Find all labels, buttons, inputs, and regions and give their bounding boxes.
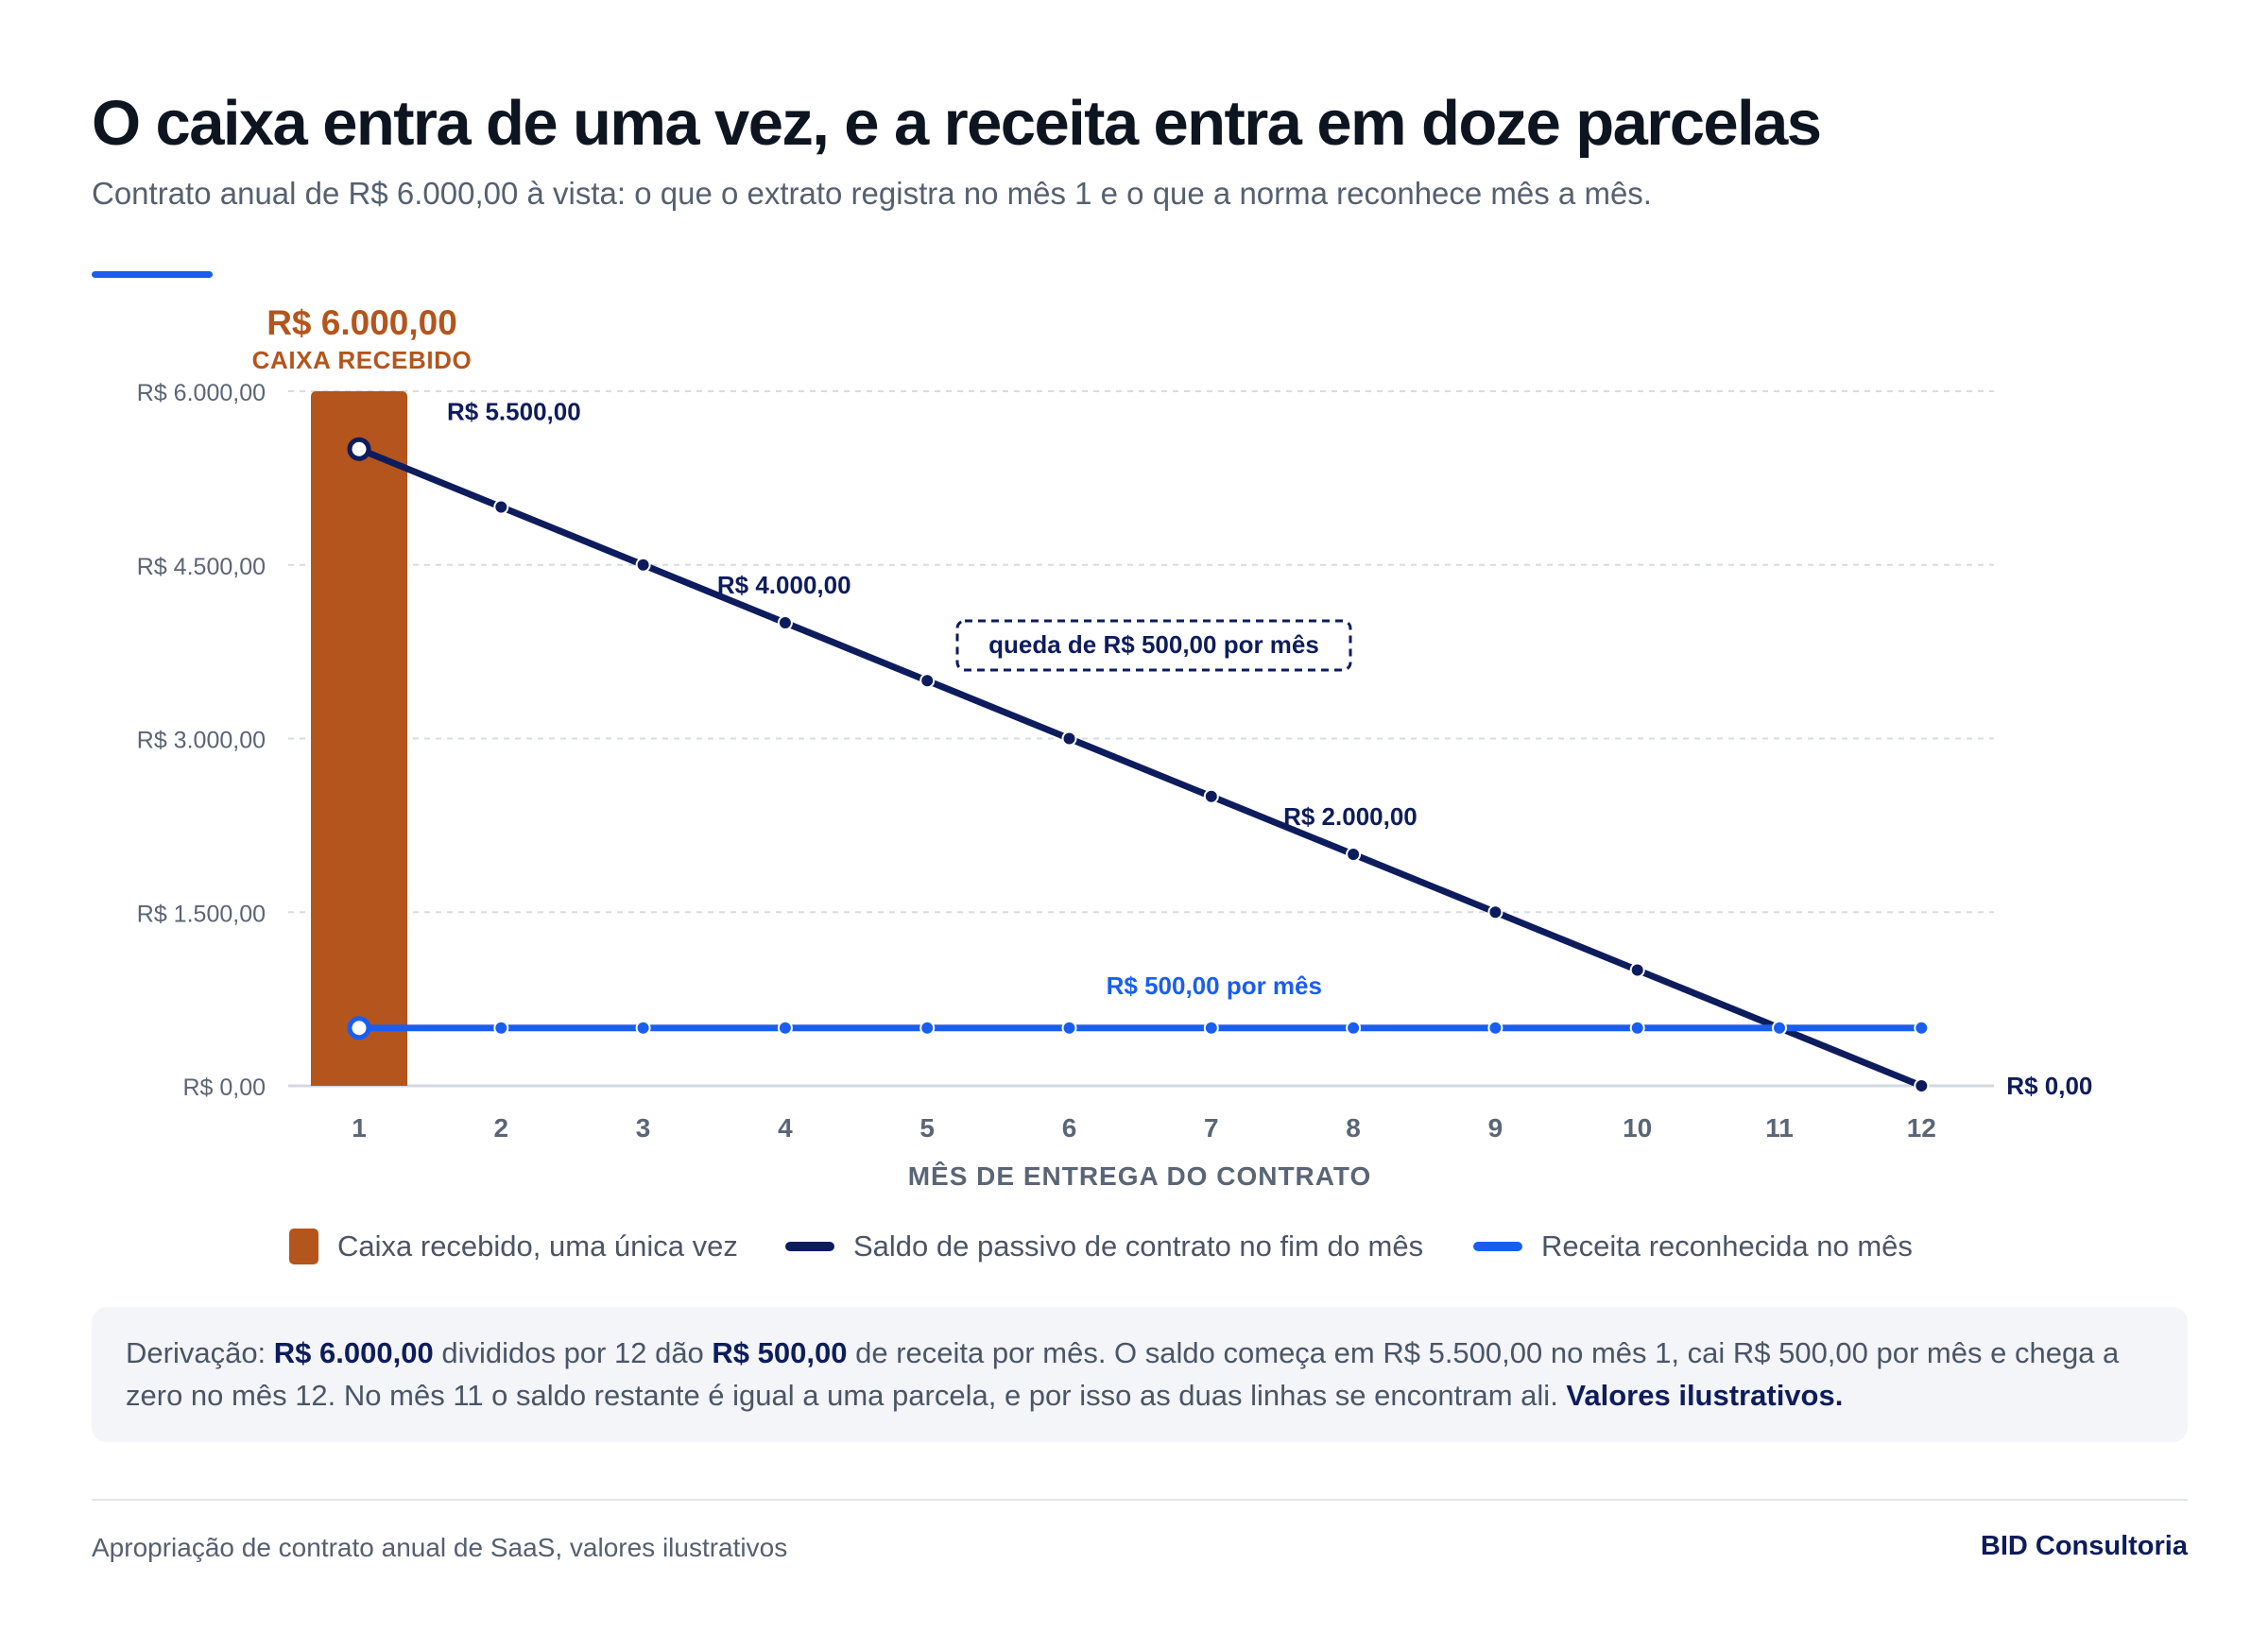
bar-value-label: R$ 6.000,00 <box>266 303 457 342</box>
revenue-point <box>777 1020 793 1036</box>
liability-line <box>355 445 1925 1090</box>
revenue-data-label: R$ 500,00 por mês <box>1107 971 1322 1000</box>
accent-bar <box>92 271 213 278</box>
y-tick-label: R$ 4.500,00 <box>137 554 266 580</box>
legend-label-cash: Caixa recebido, uma única vez <box>337 1229 738 1263</box>
revenue-point <box>1772 1020 1787 1036</box>
liability-point <box>635 557 651 573</box>
revenue-point <box>347 1016 371 1040</box>
liability-point <box>1061 731 1077 747</box>
legend-label-revenue: Receita reconhecida no mês <box>1541 1229 1913 1263</box>
x-tick-label: 8 <box>1346 1113 1361 1143</box>
y-tick-label: R$ 3.000,00 <box>137 728 266 754</box>
note-monthly: R$ 500,00 <box>712 1336 848 1369</box>
note-prefix: Derivação: <box>126 1336 274 1369</box>
liability-data-label: R$ 4.000,00 <box>717 571 851 599</box>
liability-data-label: R$ 5.500,00 <box>447 397 581 425</box>
legend-item-liability: Saldo de passivo de contrato no fim do m… <box>785 1226 1423 1267</box>
revenue-point <box>493 1020 509 1036</box>
liability-point <box>1346 847 1362 862</box>
legend-item-revenue: Receita reconhecida no mês <box>1473 1226 1913 1267</box>
liability-point <box>919 673 936 689</box>
revenue-point <box>1914 1020 1930 1036</box>
x-tick-label: 3 <box>636 1113 651 1143</box>
footer-divider <box>92 1499 2188 1501</box>
revenue-point <box>635 1020 651 1036</box>
liability-data-label: R$ 0,00 <box>2006 1072 2092 1100</box>
derivation-text: Derivação: R$ 6.000,00 divididos por 12 … <box>126 1332 2167 1417</box>
legend-line-revenue <box>1473 1242 1522 1251</box>
page-subtitle: Contrato anual de R$ 6.000,00 à vista: o… <box>92 176 1652 211</box>
liability-data-label: R$ 2.000,00 <box>1283 802 1418 831</box>
footer-brand: BID Consultoria <box>1980 1531 2188 1561</box>
x-tick-label: 10 <box>1623 1113 1652 1143</box>
x-tick-label: 2 <box>494 1113 509 1143</box>
legend-label-liability: Saldo de passivo de contrato no fim do m… <box>853 1229 1424 1263</box>
note-mid2: de receita por mês. O saldo começa em R$… <box>126 1336 2120 1412</box>
bar-caption-label: CAIXA RECEBIDO <box>252 346 472 374</box>
footer-source: Apropriação de contrato anual de SaaS, v… <box>92 1533 788 1562</box>
revenue-point <box>1629 1020 1645 1036</box>
legend-item-cash: Caixa recebido, uma única vez <box>289 1226 738 1267</box>
liability-point <box>777 615 793 630</box>
liability-point <box>1629 962 1645 978</box>
legend: Caixa recebido, uma única vez Saldo de p… <box>0 1226 2268 1267</box>
x-tick-label: 6 <box>1062 1113 1077 1143</box>
note-emphasis: Valores ilustrativos. <box>1566 1379 1844 1412</box>
y-tick-label: R$ 1.500,00 <box>137 901 266 927</box>
liability-point <box>1914 1078 1930 1093</box>
revenue-point <box>1203 1020 1219 1036</box>
y-tick-label: R$ 0,00 <box>182 1074 266 1101</box>
x-tick-label: 12 <box>1907 1113 1936 1143</box>
legend-swatch-cash <box>289 1229 318 1264</box>
liability-point <box>493 499 509 515</box>
x-tick-label: 7 <box>1204 1113 1219 1143</box>
x-axis-label: MÊS DE ENTREGA DO CONTRATO <box>908 1161 1372 1191</box>
x-tick-label: 5 <box>919 1113 935 1143</box>
x-tick-label: 9 <box>1488 1113 1503 1143</box>
derivation-note: Derivação: R$ 6.000,00 divididos por 12 … <box>92 1307 2188 1442</box>
y-tick-label: R$ 6.000,00 <box>137 380 266 406</box>
revenue-point <box>1061 1020 1077 1036</box>
chart: R$ 0,00 R$ 1.500,00 R$ 3.000,00 R$ 4.500,00… <box>137 303 2093 1191</box>
bar-cash-month-1 <box>311 391 407 1086</box>
note-mid1: divididos por 12 dão <box>433 1336 713 1369</box>
page-title: O caixa entra de uma vez, e a receita en… <box>92 88 1822 159</box>
legend-line-liability <box>785 1242 834 1251</box>
liability-point <box>1487 904 1503 920</box>
note-total: R$ 6.000,00 <box>273 1336 434 1369</box>
revenue-point <box>1346 1020 1362 1036</box>
x-tick-label: 4 <box>778 1113 793 1143</box>
liability-point <box>1203 788 1219 804</box>
x-tick-label: 11 <box>1765 1113 1794 1143</box>
liability-point <box>347 437 371 461</box>
revenue-point <box>1487 1020 1503 1036</box>
x-tick-label: 1 <box>352 1113 367 1143</box>
revenue-point <box>919 1020 936 1036</box>
slope-callout-box <box>955 619 1352 672</box>
slope-callout-label: queda de R$ 500,00 por mês <box>988 630 1319 659</box>
